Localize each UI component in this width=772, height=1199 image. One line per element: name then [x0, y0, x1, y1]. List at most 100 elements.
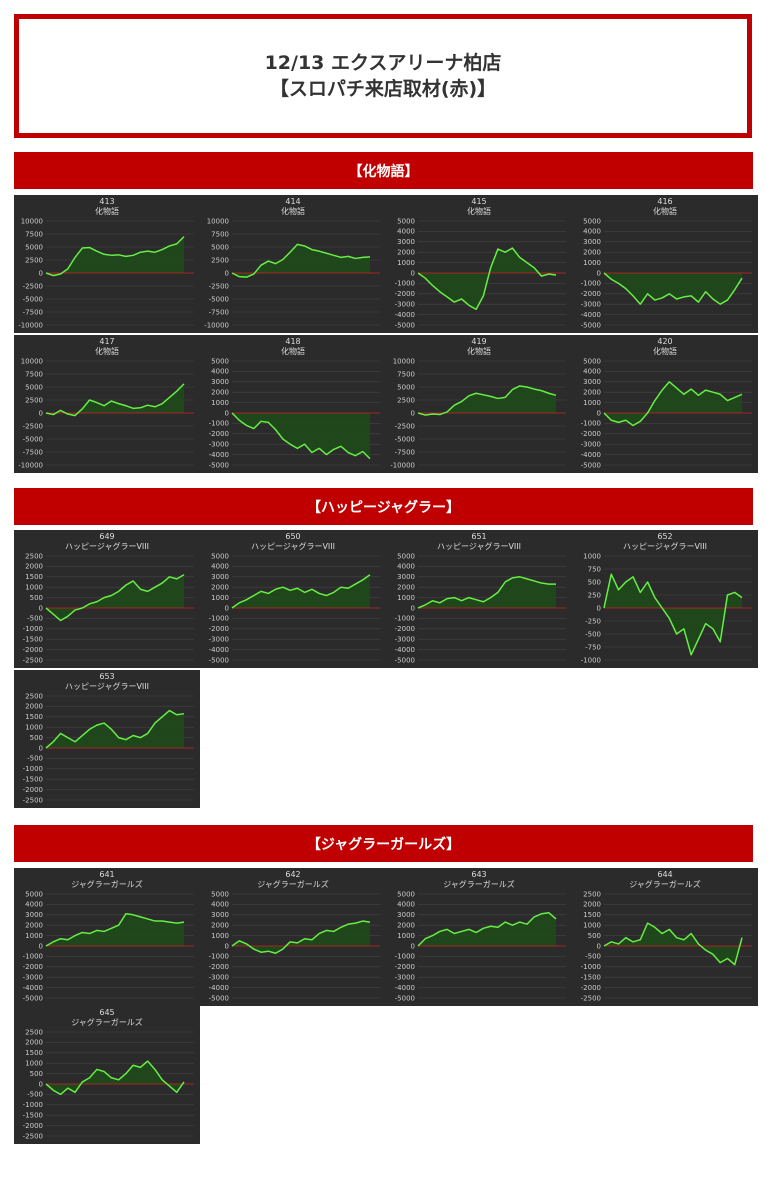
- chart-number: 414: [285, 197, 300, 206]
- series-area: [46, 1061, 184, 1095]
- y-tick-label: 4000: [583, 368, 601, 376]
- y-tick-label: 1500: [583, 911, 601, 919]
- y-tick-label: 1000: [397, 259, 415, 267]
- chart-number: 650: [285, 532, 300, 541]
- chart-title: 化物語: [281, 346, 305, 356]
- y-tick-label: 7500: [397, 370, 415, 378]
- series-line: [231, 412, 371, 460]
- y-tick-label: 2500: [25, 1028, 43, 1036]
- y-tick-label: -500: [27, 755, 43, 763]
- y-tick-label: 2000: [583, 389, 601, 397]
- y-tick-label: -5000: [395, 994, 415, 1002]
- y-tick-label: 750: [588, 565, 601, 573]
- chart-panel-645: 645 ジャグラーガールズ 2500 2000 1500 1000 500 0 -500 -100…: [14, 1006, 200, 1144]
- series-line: [417, 911, 557, 947]
- y-tick-label: 4000: [397, 901, 415, 909]
- chart-number: 418: [285, 337, 300, 346]
- y-tick-label: 3000: [397, 573, 415, 581]
- y-tick-label: -10000: [204, 321, 229, 329]
- y-tick-label: -5000: [209, 994, 229, 1002]
- y-tick-label: 0: [39, 269, 43, 277]
- y-tick-label: -1500: [581, 974, 601, 982]
- y-tick-label: 2000: [583, 901, 601, 909]
- y-tick-label: 2000: [25, 1039, 43, 1047]
- series-area: [418, 576, 556, 608]
- series-area: [232, 574, 370, 608]
- y-tick-label: 3000: [583, 238, 601, 246]
- chart-panel-414: 414 化物語 10000 7500 5000 2500 0 -2500 -5000 -7500 -…: [200, 195, 386, 333]
- section-banner-bakemonogatari: 【化物語】: [14, 152, 753, 189]
- chart-panel-644: 644 ジャグラーガールズ 2500 2000 1500 1000 500 0 -500 -100…: [572, 868, 758, 1006]
- y-tick-label: 7500: [211, 230, 229, 238]
- y-tick-label: 0: [225, 409, 229, 417]
- chart-title: 化物語: [467, 206, 491, 216]
- series-area: [46, 383, 184, 416]
- y-tick-label: -2000: [23, 1122, 43, 1130]
- series-line: [45, 236, 185, 277]
- chart-title: 化物語: [281, 206, 305, 216]
- y-tick-label: -1000: [581, 963, 601, 971]
- y-tick-label: 1000: [211, 594, 229, 602]
- y-tick-label: -2500: [23, 422, 43, 430]
- y-tick-label: -3000: [395, 974, 415, 982]
- y-tick-label: -10000: [18, 461, 43, 469]
- series-line: [45, 574, 185, 622]
- y-tick-label: 2500: [25, 692, 43, 700]
- chart-number: 417: [99, 337, 114, 346]
- y-tick-label: 0: [597, 409, 601, 417]
- y-tick-label: 250: [588, 591, 601, 599]
- y-tick-label: 4000: [25, 901, 43, 909]
- chart-title: ハッピージャグラーVIII: [437, 541, 521, 551]
- y-tick-label: 0: [39, 1080, 43, 1088]
- y-tick-label: 0: [411, 604, 415, 612]
- y-tick-label: 2500: [25, 256, 43, 264]
- y-tick-label: 5000: [397, 890, 415, 898]
- y-tick-label: -750: [585, 643, 601, 651]
- chart-number: 642: [285, 870, 300, 879]
- y-tick-label: 7500: [25, 230, 43, 238]
- y-tick-label: 4000: [397, 228, 415, 236]
- y-tick-label: -5000: [23, 295, 43, 303]
- y-tick-label: 5000: [397, 217, 415, 225]
- y-tick-label: 5000: [211, 243, 229, 251]
- y-tick-label: 2500: [583, 890, 601, 898]
- chart-panel-653: 653 ハッピージャグラーVIII 2500 2000 1500 1000 500 0 -500…: [14, 670, 200, 808]
- y-tick-label: -3000: [395, 636, 415, 644]
- y-tick-label: 1000: [583, 399, 601, 407]
- chart-title: 化物語: [653, 206, 677, 216]
- series-area: [418, 385, 556, 416]
- y-tick-label: 10000: [207, 217, 229, 225]
- y-tick-label: 500: [30, 734, 43, 742]
- series-area: [604, 273, 742, 305]
- series-line: [45, 383, 185, 417]
- y-tick-label: 5000: [211, 890, 229, 898]
- chart-panel-419: 419 化物語 10000 7500 5000 2500 0 -2500 -5000 -7500 -…: [386, 335, 572, 473]
- y-tick-label: -7500: [23, 448, 43, 456]
- y-tick-label: 0: [225, 942, 229, 950]
- series-line: [417, 576, 556, 609]
- y-tick-label: -5000: [581, 461, 601, 469]
- y-tick-label: 2000: [25, 703, 43, 711]
- y-tick-label: -1000: [581, 280, 601, 288]
- chart-panel-413: 413 化物語 10000 7500 5000 2500 0 -2500 -5000 -7500 -…: [14, 195, 200, 333]
- y-tick-label: -3000: [209, 441, 229, 449]
- y-tick-label: -2000: [23, 786, 43, 794]
- y-tick-label: 1500: [25, 573, 43, 581]
- y-tick-label: -1500: [23, 776, 43, 784]
- y-tick-label: 1000: [583, 552, 601, 560]
- y-tick-label: 3000: [211, 911, 229, 919]
- y-tick-label: -2000: [23, 646, 43, 654]
- y-tick-label: -7500: [209, 308, 229, 316]
- y-tick-label: -4000: [23, 984, 43, 992]
- y-tick-label: -4000: [209, 646, 229, 654]
- y-tick-label: 5000: [397, 383, 415, 391]
- chart-number: 649: [99, 532, 114, 541]
